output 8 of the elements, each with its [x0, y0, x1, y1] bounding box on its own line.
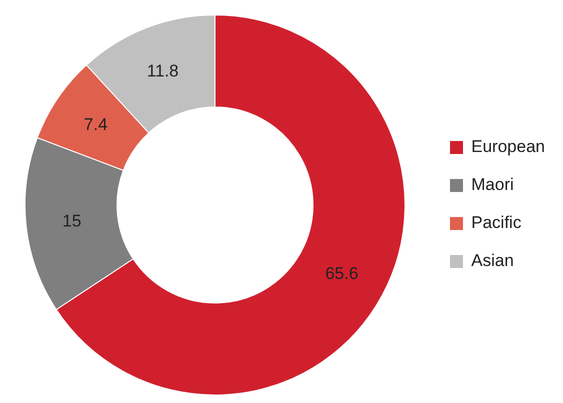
legend-label: Maori [471, 174, 514, 196]
legend-label: Pacific [471, 212, 522, 234]
legend-label: Asian [471, 250, 514, 272]
data-label: 7.4 [84, 114, 108, 134]
data-label: 15 [62, 211, 82, 230]
legend-label: European [471, 136, 545, 158]
data-label: 65.6 [325, 264, 358, 283]
data-label: 11.8 [146, 61, 179, 80]
